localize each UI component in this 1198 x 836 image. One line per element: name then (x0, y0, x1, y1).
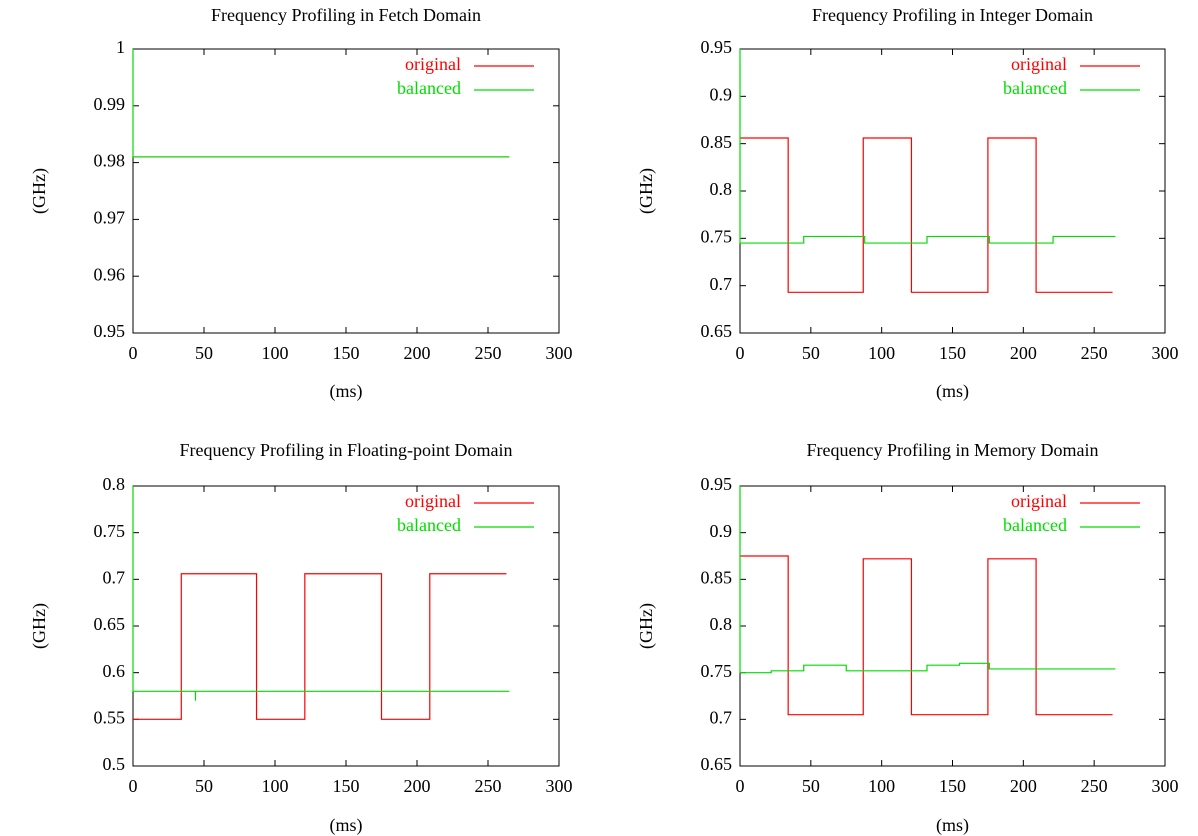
x-tick-label: 300 (1152, 776, 1179, 796)
x-tick-label: 250 (475, 776, 502, 796)
y-tick-label: 0.99 (94, 94, 126, 114)
x-tick-label: 300 (546, 776, 573, 796)
x-tick-label: 100 (868, 776, 895, 796)
y-tick-label: 0.7 (710, 274, 733, 294)
x-tick-label: 100 (262, 343, 289, 363)
y-tick-label: 0.97 (94, 208, 126, 228)
legend-label: original (405, 54, 461, 74)
legend-label: balanced (397, 78, 461, 98)
x-tick-label: 200 (404, 776, 431, 796)
x-tick-label: 200 (1010, 776, 1037, 796)
y-axis-label: (GHz) (636, 603, 657, 649)
data-line (132, 486, 510, 701)
y-tick-label: 0.8 (710, 614, 733, 634)
y-axis-label: (GHz) (29, 603, 50, 649)
y-tick-label: 0.85 (701, 132, 733, 152)
y-tick-label: 0.55 (94, 707, 126, 727)
x-tick-label: 250 (1081, 343, 1108, 363)
x-tick-label: 150 (333, 776, 360, 796)
x-tick-label: 100 (868, 343, 895, 363)
x-tick-label: 250 (1081, 776, 1108, 796)
legend-label: balanced (1003, 78, 1067, 98)
legend-label: original (1011, 491, 1067, 511)
y-tick-label: 0.65 (94, 614, 126, 634)
plot-frame (739, 48, 1166, 334)
x-axis-label: (ms) (330, 381, 363, 402)
x-tick-label: 0 (129, 343, 138, 363)
x-tick-label: 0 (736, 776, 745, 796)
chart-title: Frequency Profiling in Floating-point Do… (180, 440, 513, 460)
x-tick-label: 300 (546, 343, 573, 363)
plot-frame (739, 485, 1166, 767)
x-tick-label: 50 (195, 343, 213, 363)
x-tick-label: 150 (939, 776, 966, 796)
plot-frame (132, 48, 560, 334)
y-tick-label: 0.96 (94, 264, 126, 284)
data-line (739, 49, 1116, 244)
y-tick-label: 0.85 (701, 567, 733, 587)
x-tick-label: 50 (802, 343, 820, 363)
x-tick-label: 50 (195, 776, 213, 796)
y-tick-label: 0.95 (701, 474, 733, 494)
x-tick-label: 50 (802, 776, 820, 796)
y-tick-label: 0.65 (701, 321, 733, 341)
x-tick-label: 150 (333, 343, 360, 363)
data-line (132, 49, 510, 158)
y-tick-label: 0.9 (710, 84, 733, 104)
y-tick-label: 0.7 (103, 567, 126, 587)
data-line (740, 555, 1113, 716)
x-axis-label: (ms) (936, 815, 969, 836)
y-tick-label: 0.75 (701, 226, 733, 246)
x-tick-label: 300 (1152, 343, 1179, 363)
x-tick-label: 200 (1010, 343, 1037, 363)
y-tick-label: 0.6 (103, 661, 126, 681)
legend-label: original (405, 491, 461, 511)
data-line (133, 573, 507, 720)
x-tick-label: 150 (939, 343, 966, 363)
chart-title: Frequency Profiling in Memory Domain (807, 440, 1099, 460)
x-tick-label: 0 (736, 343, 745, 363)
chart-title: Frequency Profiling in Fetch Domain (211, 5, 481, 25)
y-tick-label: 0.95 (94, 321, 126, 341)
y-axis-label: (GHz) (29, 168, 50, 214)
chart-title: Frequency Profiling in Integer Domain (812, 5, 1093, 25)
y-tick-label: 0.98 (94, 151, 126, 171)
y-tick-label: 1 (116, 37, 125, 57)
legend-label: original (1011, 54, 1067, 74)
y-tick-label: 0.9 (710, 521, 733, 541)
x-tick-label: 0 (129, 776, 138, 796)
x-tick-label: 250 (475, 343, 502, 363)
y-tick-label: 0.65 (701, 754, 733, 774)
y-tick-label: 0.8 (710, 179, 733, 199)
legend-label: balanced (1003, 515, 1067, 535)
data-line (740, 137, 1113, 293)
legend-label: balanced (397, 515, 461, 535)
x-axis-label: (ms) (330, 815, 363, 836)
y-tick-label: 0.5 (103, 754, 126, 774)
y-tick-label: 0.95 (701, 37, 733, 57)
plot-frame (132, 485, 560, 767)
x-axis-label: (ms) (936, 381, 969, 402)
y-tick-label: 0.75 (94, 521, 126, 541)
y-axis-label: (GHz) (636, 168, 657, 214)
y-tick-label: 0.75 (701, 661, 733, 681)
y-tick-label: 0.8 (103, 474, 126, 494)
x-tick-label: 200 (404, 343, 431, 363)
x-tick-label: 100 (262, 776, 289, 796)
data-line (739, 486, 1116, 674)
y-tick-label: 0.7 (710, 707, 733, 727)
